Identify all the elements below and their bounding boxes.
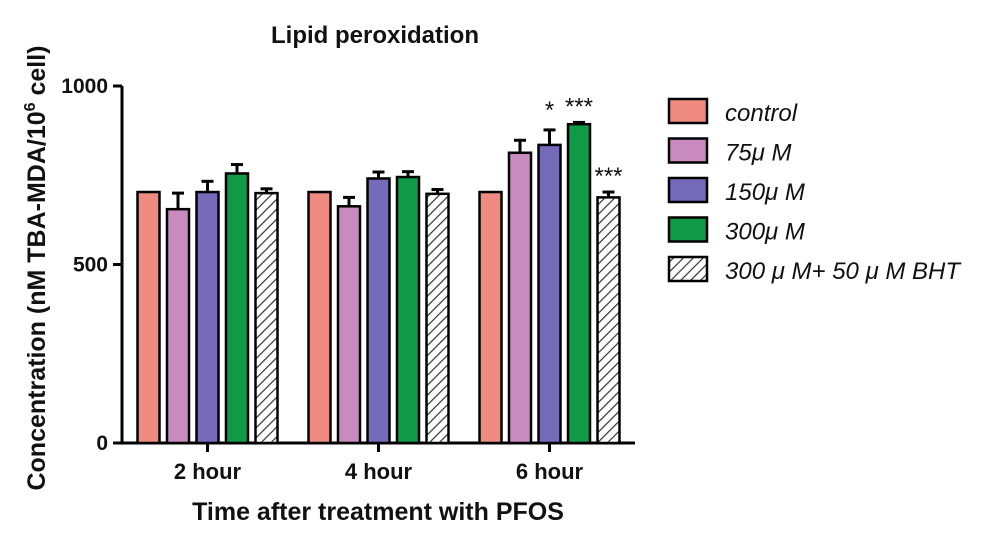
bar bbox=[254, 191, 279, 445]
x-tick-label: 4 hour bbox=[345, 459, 413, 484]
legend-label: control bbox=[725, 100, 798, 127]
legend-label: 300 μ M+ 50 μ M BHT bbox=[725, 258, 962, 285]
legend-label: 150μ M bbox=[725, 179, 805, 206]
bar bbox=[165, 207, 191, 445]
y-tick-label: 0 bbox=[96, 432, 108, 455]
significance-label: * bbox=[545, 97, 554, 124]
bar bbox=[136, 190, 161, 445]
bar bbox=[307, 190, 332, 445]
bar bbox=[596, 196, 621, 445]
chart-title: Lipid peroxidation bbox=[271, 22, 479, 49]
bar bbox=[224, 172, 250, 445]
legend-swatch bbox=[667, 97, 709, 125]
bar bbox=[195, 190, 220, 445]
bar bbox=[566, 122, 592, 445]
bar bbox=[336, 205, 362, 445]
legend: control 75μ M 150μ M 300μ M 300 μ M+ 50 μ M … bbox=[667, 97, 962, 285]
y-tick-label: 500 bbox=[73, 254, 108, 277]
bar bbox=[537, 143, 562, 445]
y-tick-label: 1000 bbox=[61, 75, 108, 98]
legend-swatch bbox=[667, 255, 709, 283]
bar bbox=[507, 151, 533, 445]
bar bbox=[395, 175, 421, 445]
legend-swatch bbox=[667, 137, 709, 164]
bar bbox=[366, 177, 391, 445]
y-axis-label-main: Concentration (nM TBA-MDA/10 bbox=[23, 111, 51, 490]
y-axis-label-superscript: 6 bbox=[22, 102, 39, 111]
bar bbox=[478, 190, 503, 445]
y-axis-label: Concentration (nM TBA-MDA/106 cell) bbox=[22, 45, 51, 490]
x-axis-label: Time after treatment with PFOS bbox=[192, 498, 564, 526]
legend-swatch bbox=[667, 216, 709, 243]
significance-label: *** bbox=[565, 93, 593, 120]
significance-label: *** bbox=[594, 163, 622, 190]
bar bbox=[425, 192, 450, 445]
legend-label: 300μ M bbox=[725, 219, 805, 246]
x-tick-label: 6 hour bbox=[516, 459, 584, 484]
legend-swatch bbox=[667, 176, 709, 204]
bars: * ****** bbox=[136, 93, 623, 445]
y-axis-label-end: cell) bbox=[23, 45, 51, 102]
x-tick-label: 2 hour bbox=[174, 459, 242, 484]
legend-label: 75μ M bbox=[725, 140, 792, 167]
